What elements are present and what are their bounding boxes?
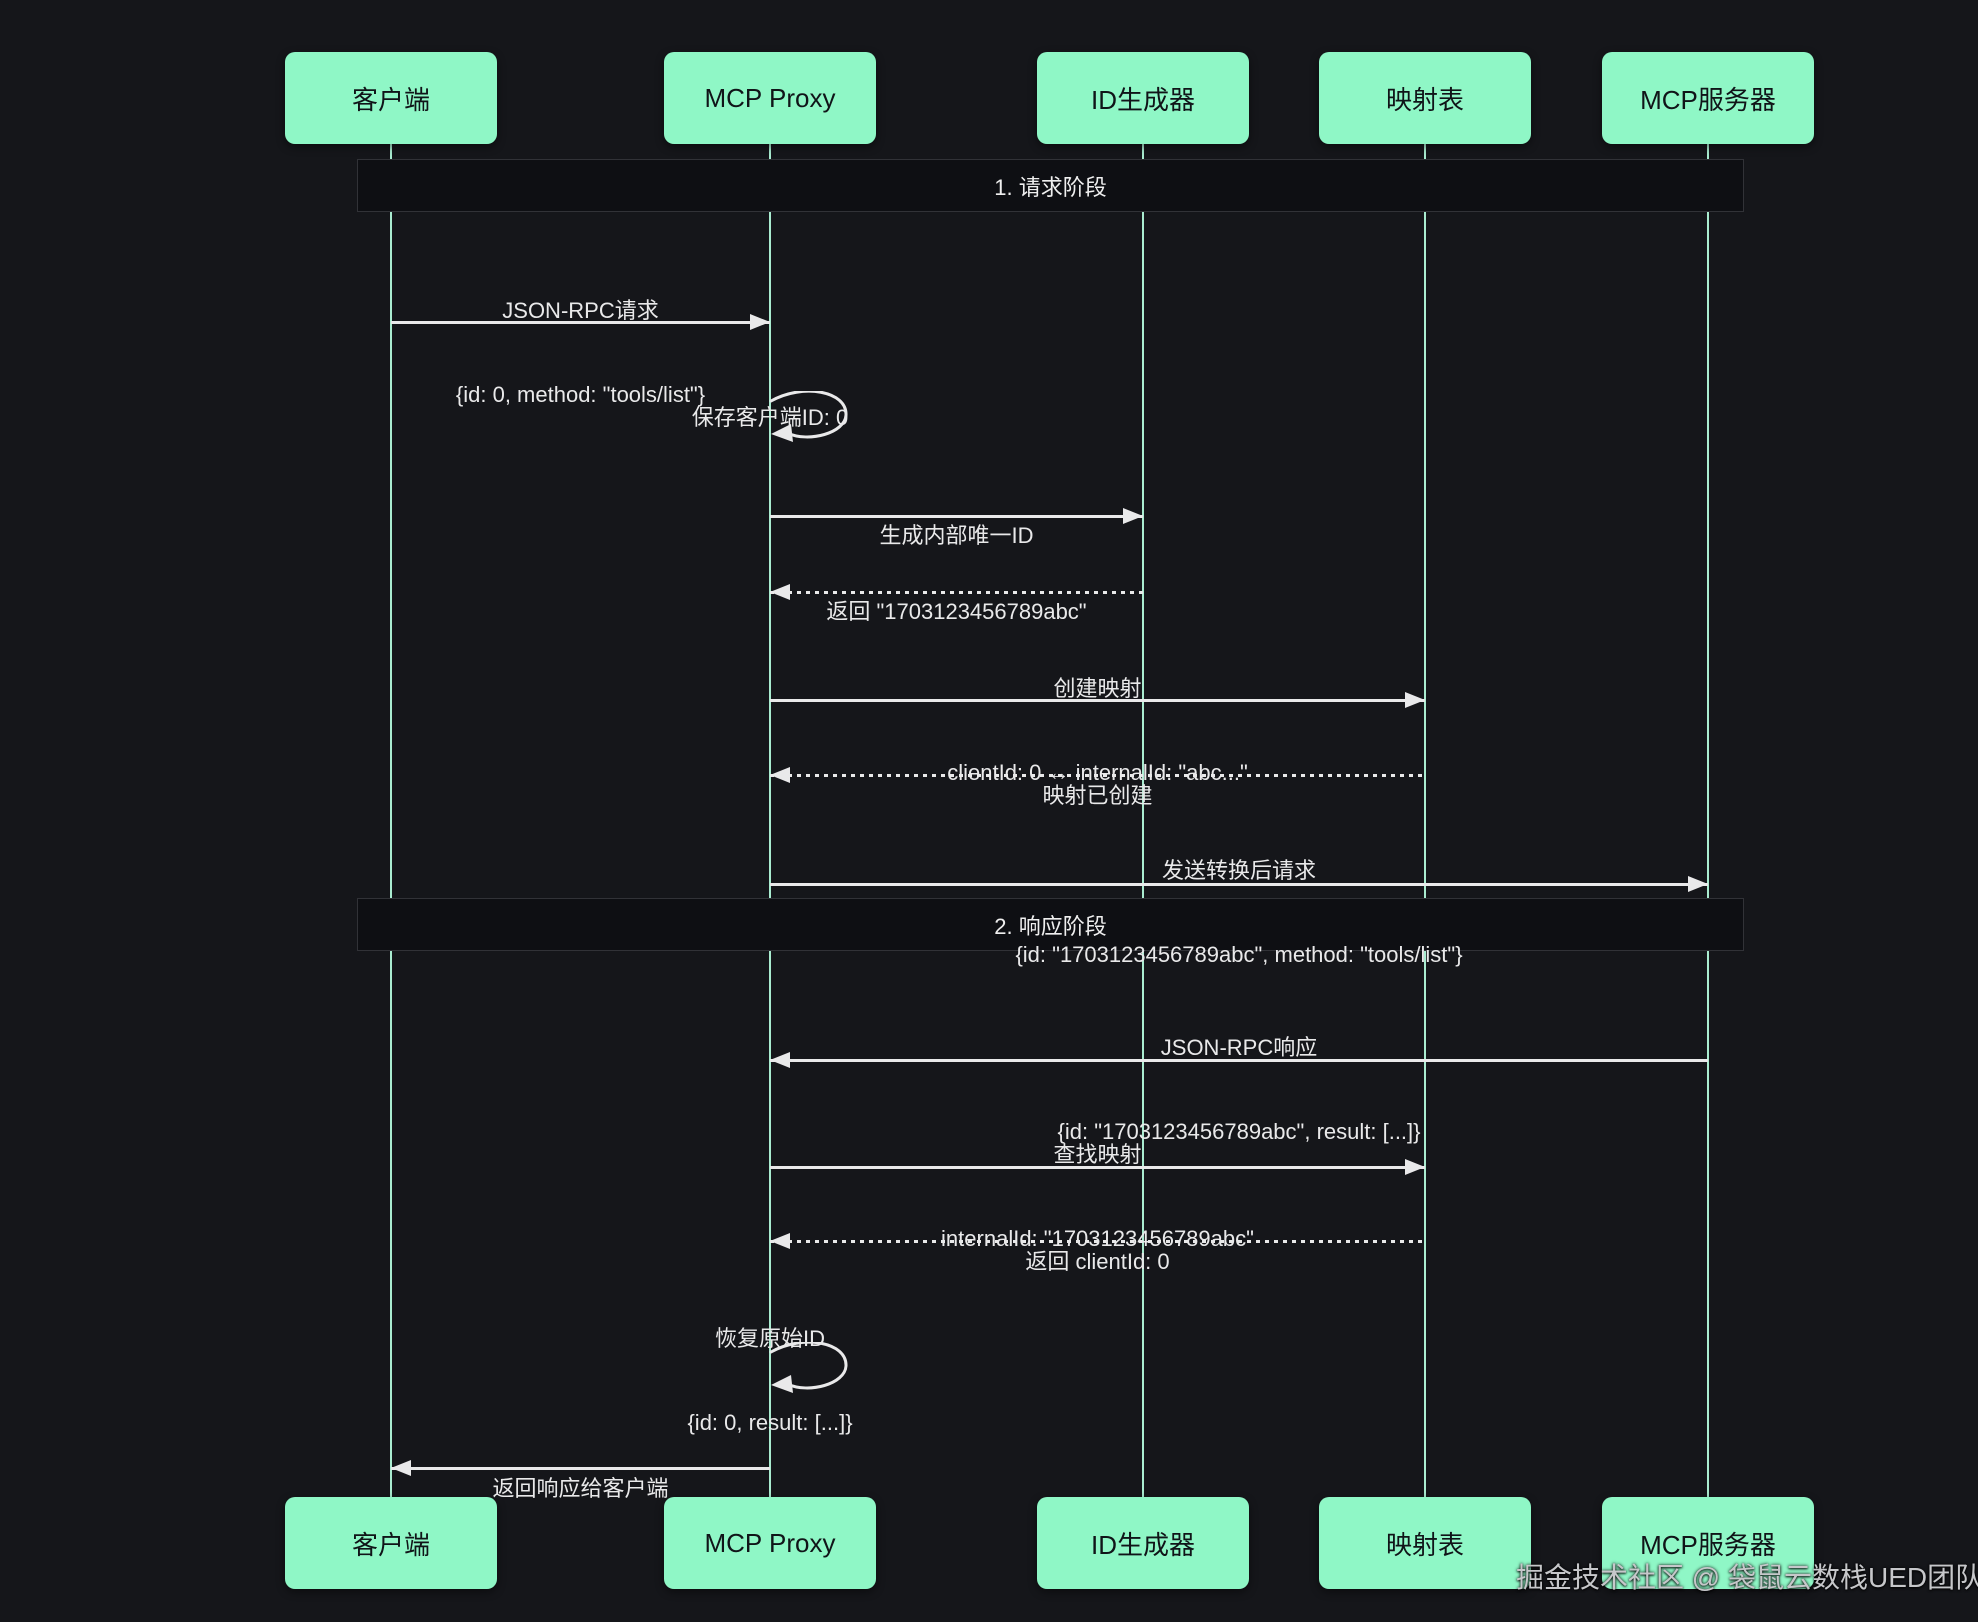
arrow-head: [1688, 876, 1708, 892]
actor-top-mapping-table: 映射表: [1319, 52, 1531, 144]
arrow-line: [770, 515, 1143, 518]
arrow-head: [770, 1052, 790, 1068]
self-loop-icon: [769, 1342, 853, 1402]
actor-bottom-id-generator: ID生成器: [1037, 1497, 1249, 1589]
actor-top-id-generator: ID生成器: [1037, 52, 1249, 144]
lifeline-client: [390, 144, 392, 1497]
arrow-line: [770, 591, 1143, 594]
message-label: 查找映射 internalId: "1703123456789abc": [941, 1142, 1254, 1251]
actor-bottom-client: 客户端: [285, 1497, 497, 1589]
phase-band-label: 2. 响应阶段: [994, 913, 1107, 939]
message-label: 保存客户端ID: 0: [691, 405, 849, 430]
self-loop-icon: [769, 391, 853, 451]
arrow-line: [770, 1059, 1708, 1062]
message-label: 生成内部唯一ID: [879, 523, 1034, 548]
arrow-head: [1405, 692, 1425, 708]
message-label: 映射已创建: [1042, 783, 1153, 808]
arrow-head: [770, 584, 790, 600]
arrow-line: [770, 774, 1425, 777]
actor-top-client: 客户端: [285, 52, 497, 144]
message-label: 返回 clientId: 0: [1025, 1249, 1170, 1274]
lifeline-id-generator: [1142, 144, 1144, 1497]
phase-band-response: 2. 响应阶段: [357, 898, 1744, 951]
message-label: 恢复原始ID {id: 0, result: [...]}: [687, 1326, 853, 1435]
message-label: 返回 "1703123456789abc": [826, 599, 1087, 624]
arrow-head: [391, 1460, 411, 1476]
arrow-line: [391, 321, 770, 324]
actor-bottom-mcp-server: MCP服务器: [1602, 1497, 1814, 1589]
message-label: 创建映射 clientId: 0 ↔ internalId: "abc...": [947, 676, 1248, 785]
actor-bottom-mapping-table: 映射表: [1319, 1497, 1531, 1589]
message-label: 返回响应给客户端: [492, 1476, 669, 1501]
lifeline-mcp-server: [1707, 144, 1709, 1497]
actor-top-mcp-server: MCP服务器: [1602, 52, 1814, 144]
arrow-line: [770, 1166, 1425, 1169]
watermark-text: 掘金技术社区 @ 袋鼠云数栈UED团队: [1516, 1562, 1978, 1593]
arrow-head: [1123, 508, 1143, 524]
arrow-line: [770, 883, 1708, 886]
arrow-head: [770, 1233, 790, 1249]
message-label: JSON-RPC响应 {id: "1703123456789abc", resu…: [1057, 1035, 1421, 1144]
message-label: JSON-RPC请求 {id: 0, method: "tools/list"}: [455, 298, 706, 407]
lifeline-mcp-proxy: [769, 144, 771, 1497]
arrow-head: [750, 314, 770, 330]
arrow-line: [391, 1467, 770, 1470]
arrow-head: [1405, 1159, 1425, 1175]
actor-top-mcp-proxy: MCP Proxy: [664, 52, 876, 144]
arrow-line: [770, 699, 1425, 702]
arrow-line: [770, 1240, 1425, 1243]
phase-band-label: 1. 请求阶段: [994, 174, 1107, 200]
arrow-head: [770, 767, 790, 783]
actor-bottom-mcp-proxy: MCP Proxy: [664, 1497, 876, 1589]
message-label: 发送转换后请求 {id: "1703123456789abc", method:…: [1015, 858, 1463, 967]
lifeline-mapping-table: [1424, 144, 1426, 1497]
phase-band-request: 1. 请求阶段: [357, 159, 1744, 212]
